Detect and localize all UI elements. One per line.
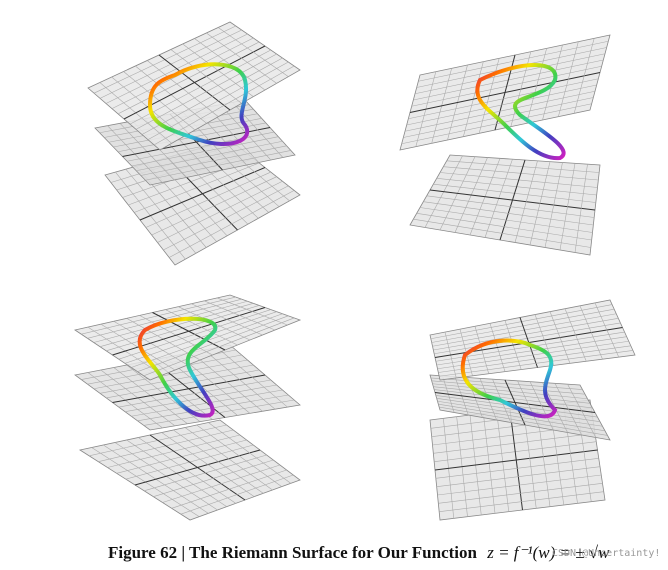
grid-line: [145, 150, 291, 181]
grid-line: [439, 406, 608, 436]
grid-line: [416, 213, 592, 241]
caption-title: The Riemann Surface for Our Function: [189, 543, 477, 562]
grid-line: [439, 350, 633, 377]
caption-label: Figure 62 |: [108, 543, 186, 562]
grid-line: [169, 190, 295, 258]
color-loop: [475, 63, 566, 161]
grid-line: [567, 384, 597, 438]
grid-line: [401, 103, 592, 145]
grid-line: [137, 315, 289, 372]
grid-line: [574, 164, 588, 253]
grid-line: [180, 474, 294, 515]
grid-line: [594, 302, 620, 358]
sheet: [409, 154, 601, 256]
figure: [74, 21, 636, 521]
grid-line: [140, 145, 287, 176]
grid-line: [163, 185, 289, 251]
grid-line: [413, 218, 591, 248]
grid-line: [143, 317, 295, 377]
grid-line: [171, 469, 287, 509]
grid-line: [438, 403, 606, 432]
grid-line: [438, 345, 631, 373]
color-loop: [147, 62, 250, 146]
color-loop: [137, 316, 218, 418]
grid-line: [573, 38, 595, 114]
grid-line: [216, 297, 288, 326]
grid-line: [439, 491, 604, 512]
grid-line: [208, 422, 292, 484]
grid-line: [438, 483, 603, 504]
grid-line: [147, 61, 289, 140]
caption: Figure 62 | The Riemann Surface for Our …: [108, 543, 609, 563]
grid-line: [216, 347, 288, 408]
grid-line: [217, 27, 289, 77]
color-loop: [460, 338, 558, 419]
grid-line: [143, 399, 295, 426]
watermark: CSDN @Uncertainty!: [552, 548, 661, 559]
caption-equation: z = f⁻¹(w) = ± √w: [487, 543, 610, 562]
